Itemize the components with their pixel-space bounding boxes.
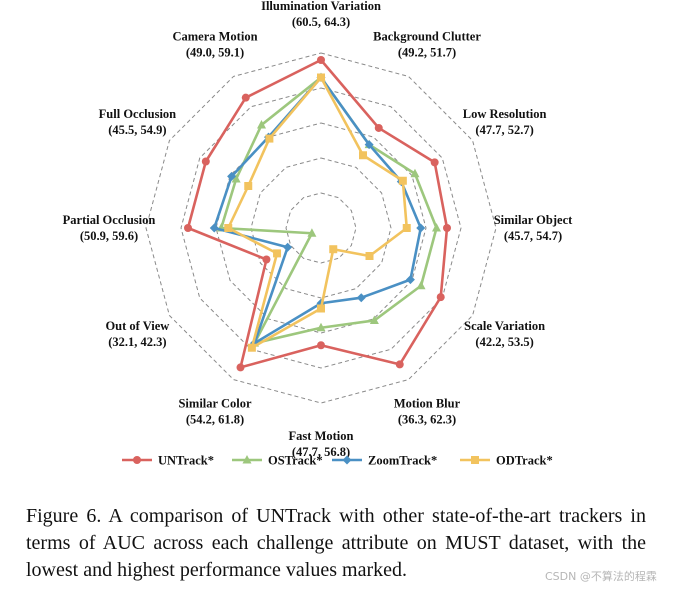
legend-swatch-marker [133,456,141,464]
axis-label-range: (47.7, 56.8) [292,445,350,459]
chart-legend: UNTrack* OSTrack* ZoomTrack* ODTrack* [122,454,553,468]
data-point-3 [410,168,420,178]
axis-label-name: Similar Color [178,397,251,411]
data-point-2 [359,151,367,160]
data-point-5 [436,293,445,302]
data-point-5 [405,275,415,285]
legend-item: UNTrack* [122,454,214,468]
legend-item: ODTrack* [460,454,553,468]
data-point-4 [402,224,411,232]
axis-label-range: (47.7, 52.7) [475,123,533,137]
legend-swatch-marker [342,455,352,465]
grid-ring-4 [180,87,462,369]
legend-label: ZoomTrack* [368,454,437,468]
data-point-12 [265,134,274,143]
data-point-8 [236,363,245,372]
data-point-11 [227,171,237,181]
axis-label-range: (36.3, 62.3) [398,413,456,427]
axis-label-range: (60.5, 64.3) [292,15,350,29]
data-point-11 [231,174,241,183]
data-point-9 [273,249,282,258]
radar-axis-labels: Illumination Variation (60.5, 64.3) Backgr… [63,0,573,459]
legend-label: ODTrack* [496,454,553,468]
legend-item: ZoomTrack* [332,454,437,468]
data-point-12 [257,119,266,129]
axis-label-name: Partial Occlusion [63,213,156,227]
axis-label-name: Scale Variation [464,319,545,333]
axis-label-range: (42.2, 53.5) [475,335,533,349]
axis-label-name: Illumination Variation [261,0,381,13]
axis-label-range: (49.0, 59.1) [186,45,244,59]
axis-label-name: Similar Object [494,213,573,227]
axis-label-name: Out of View [105,319,169,333]
data-point-5 [416,280,426,290]
data-point-7 [316,322,326,332]
data-point-10 [224,224,233,232]
data-point-2 [364,140,374,150]
axis-label-range: (45.7, 54.7) [504,229,562,243]
grid-ring-2 [250,157,392,299]
data-point-11 [201,157,210,166]
data-point-11 [244,182,253,190]
data-point-10 [209,223,219,233]
data-point-10 [184,224,192,232]
axis-label-name: Full Occlusion [99,107,176,121]
radar-series-layer [184,56,451,372]
legend-label: UNTrack* [158,454,214,468]
data-point-4 [416,223,426,233]
grid-ring-5 [145,52,497,404]
axis-label-name: Fast Motion [289,429,354,443]
data-point-12 [241,93,250,102]
data-point-6 [395,360,404,369]
axis-label-name: Background Clutter [373,29,481,43]
legend-swatch-marker [471,456,479,464]
axis-label-range: (32.1, 42.3) [108,335,166,349]
data-point-3 [430,158,439,167]
data-point-5 [365,252,374,260]
axis-label-range: (50.9, 59.6) [80,229,138,243]
data-point-9 [307,228,317,237]
axis-label-name: Camera Motion [172,29,257,43]
data-point-6 [356,293,366,303]
data-point-4 [443,224,451,232]
data-point-9 [283,242,293,252]
data-point-1 [317,73,325,82]
legend-label: OSTrack* [268,454,323,468]
axis-label-range: (45.5, 54.9) [108,123,166,137]
series-untrack [184,56,451,372]
data-point-6 [369,315,379,324]
grid-ring-1 [285,192,357,264]
figure-caption: Figure 6. A comparison of UNTrack with o… [26,505,646,581]
axis-label-range: (49.2, 51.7) [398,45,456,59]
radar-chart: Illumination Variation (60.5, 64.3) Backgr… [63,0,573,468]
data-point-8 [247,343,256,352]
series-odtrack [224,73,411,352]
legend-swatch-marker [242,455,252,464]
data-point-3 [398,176,407,185]
series-ostrack [216,72,441,347]
data-point-1 [317,56,325,64]
axis-label-range: (54.2, 61.8) [186,413,244,427]
data-point-7 [317,341,325,350]
axis-label-name: Motion Blur [394,397,461,411]
data-point-6 [329,245,338,254]
data-point-2 [374,123,383,132]
legend-item: OSTrack* [232,454,323,468]
watermark: CSDN @不算法的程霖 [545,570,657,583]
axis-label-name: Low Resolution [463,107,547,121]
data-point-9 [262,255,271,264]
data-point-4 [432,223,441,232]
data-point-7 [317,304,325,313]
